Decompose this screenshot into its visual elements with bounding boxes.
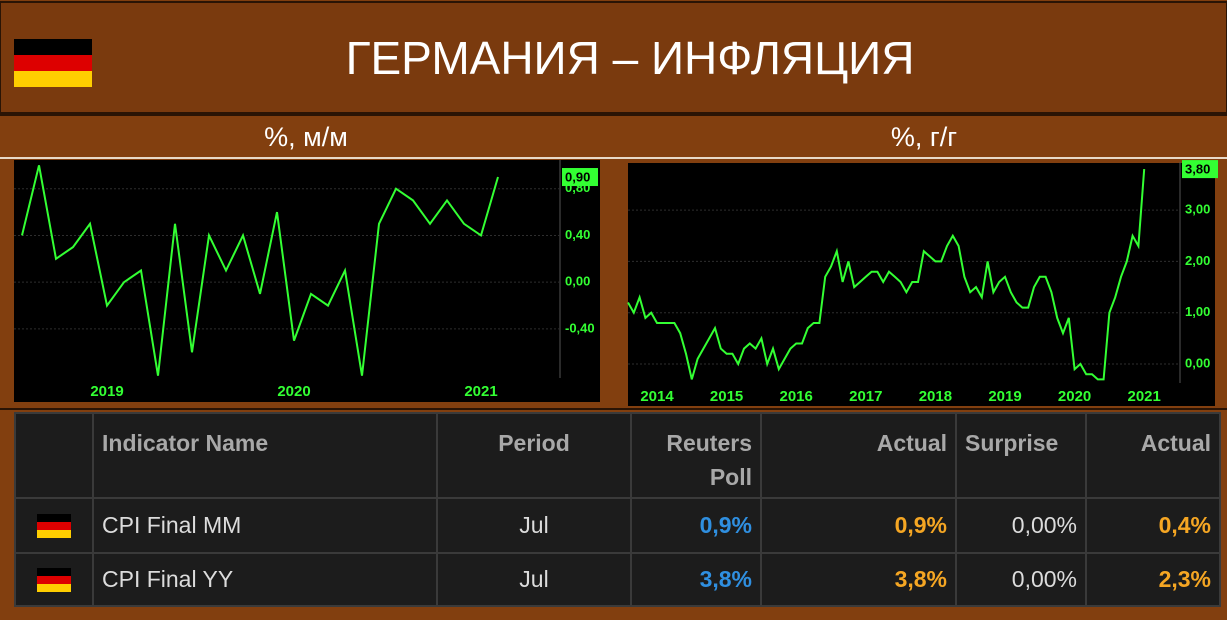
x-tick-label: 2016	[780, 388, 813, 405]
last-value-box	[1182, 160, 1218, 179]
x-tick-label: 2019	[90, 383, 123, 400]
last-value-box	[562, 168, 598, 187]
x-tick-label: 2014	[640, 388, 674, 405]
x-tick-label: 2015	[710, 388, 743, 405]
chart-title: %, г/г	[891, 122, 957, 152]
table-row: CPI Final YY Jul 3,8% 3,8% 0,00% 2,3%	[16, 554, 1219, 605]
column-header: Actual	[762, 414, 955, 497]
x-tick-label: 2021	[464, 383, 497, 400]
column-header: Actual	[1087, 414, 1219, 497]
column-header: Period	[438, 414, 630, 497]
x-tick-label: 2020	[1058, 388, 1091, 405]
last-value-label: 0,90	[565, 169, 590, 184]
flag-icon	[37, 567, 71, 592]
table-cell: 0,00%	[957, 499, 1085, 552]
flag-header	[16, 414, 92, 497]
title-bar	[0, 1, 1227, 114]
y-tick-label: 3,00	[1185, 202, 1210, 217]
table-cell: Jul	[438, 554, 630, 605]
table-cell: 3,8%	[762, 554, 955, 605]
column-header: Indicator Name	[94, 414, 436, 497]
y-tick-label: -0,40	[565, 320, 595, 335]
y-tick-label: 2,00	[1185, 253, 1210, 268]
x-tick-label: 2017	[849, 388, 882, 405]
y-tick-label: 1,00	[1185, 304, 1210, 319]
flag-cell	[16, 554, 92, 605]
y-tick-label: 0,00	[565, 274, 590, 289]
page-title: ГЕРМАНИЯ – ИНФЛЯЦИЯ	[346, 32, 915, 84]
x-tick-label: 2021	[1128, 388, 1161, 405]
data-line	[21, 165, 499, 376]
column-header: Reuters Poll	[632, 414, 760, 497]
flag	[14, 39, 92, 87]
table-cell: 0,4%	[1087, 499, 1219, 552]
table-row: CPI Final MM Jul 0,9% 0,9% 0,00% 0,4%	[16, 499, 1219, 552]
column-header: Surprise	[957, 414, 1085, 497]
indicator-table: Indicator Name Period Reuters Poll Actual Su…	[14, 412, 1221, 607]
x-tick-label: 2020	[277, 383, 310, 400]
table-cell: 0,00%	[957, 554, 1085, 605]
table-cell: CPI Final MM	[94, 499, 436, 552]
data-line	[627, 169, 1146, 381]
table-cell: 2,3%	[1087, 554, 1219, 605]
last-value-label: 3,80	[1185, 162, 1210, 177]
y-tick-label: 0,40	[565, 227, 590, 242]
chart-title: %, м/м	[264, 122, 348, 152]
y-tick-label: 0,00	[1185, 355, 1210, 370]
table-cell: CPI Final YY	[94, 554, 436, 605]
flag-icon	[37, 513, 71, 538]
x-tick-label: 2019	[988, 388, 1021, 405]
table-cell: 0,9%	[762, 499, 955, 552]
chart-panel	[628, 163, 1215, 406]
table-cell: Jul	[438, 499, 630, 552]
x-tick-label: 2018	[919, 388, 952, 405]
table-cell: 0,9%	[632, 499, 760, 552]
header-row: Indicator Name Period Reuters Poll Actual Su…	[16, 414, 1219, 497]
chart-panel	[14, 160, 600, 402]
flag-cell	[16, 499, 92, 552]
table-cell: 3,8%	[632, 554, 760, 605]
